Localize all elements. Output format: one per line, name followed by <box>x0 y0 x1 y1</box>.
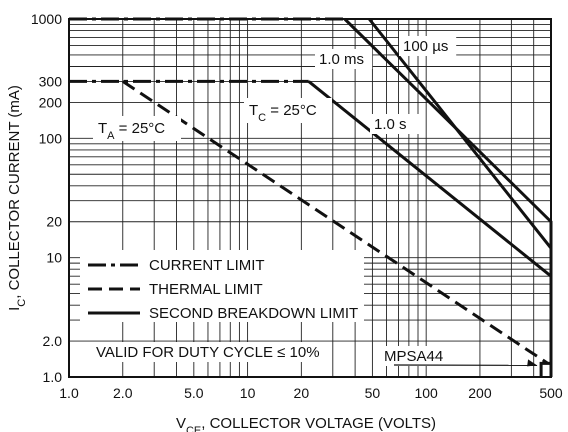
y-tick-label: 100 <box>39 130 63 146</box>
legend: CURRENT LIMIT THERMAL LIMIT SECOND BREAKDO… <box>80 250 364 322</box>
series-thermal-limit <box>121 80 549 365</box>
tick-labels: 1.0 2.0 5.0 10 20 50 100 200 500 1.0 2.0 10 20 100 200… <box>31 11 563 401</box>
series-second-breakdown <box>307 80 552 278</box>
label-mpsa44: MPSA44 <box>384 348 443 365</box>
legend-label-second-breakdown: SECOND BREAKDOWN LIMIT <box>149 305 358 322</box>
series-second-breakdown <box>368 18 553 377</box>
label-100us-bg <box>399 36 457 56</box>
x-tick-label: 100 <box>414 385 438 401</box>
label-duty: VALID FOR DUTY CYCLE ≤ 10% <box>96 344 320 361</box>
y-tick-label: 1.0 <box>43 369 63 385</box>
label-tc: TC = 25°C <box>249 102 317 124</box>
y-tick-label: 200 <box>39 94 63 110</box>
x-tick-label: 1.0 <box>59 385 79 401</box>
y-tick-label: 2.0 <box>43 333 63 349</box>
y-tick-label: 10 <box>46 250 62 266</box>
label-1s: 1.0 s <box>374 116 407 133</box>
legend-label-current-limit: CURRENT LIMIT <box>149 257 265 274</box>
y-tick-label: 300 <box>39 73 63 89</box>
x-tick-label: 10 <box>240 385 256 401</box>
y-tick-label: 1000 <box>31 11 62 27</box>
label-100us: 100 µs <box>403 38 448 55</box>
label-duty-bg <box>92 342 314 362</box>
label-ta-bg <box>93 116 181 141</box>
label-ta: TA = 25°C <box>98 120 165 142</box>
x-tick-label: 2.0 <box>113 385 133 401</box>
grid <box>69 19 551 377</box>
y-axis-title: IC, COLLECTOR CURRENT (mA) <box>6 85 28 311</box>
series-second-breakdown <box>539 361 551 377</box>
series-second-breakdown <box>343 17 553 249</box>
x-tick-label: 500 <box>539 385 563 401</box>
label-tc-bg <box>244 98 332 123</box>
label-1ms: 1.0 ms <box>319 51 364 68</box>
label-1ms-bg <box>315 49 373 69</box>
mpsa44-arrow-head <box>527 359 538 367</box>
x-tick-label: 5.0 <box>184 385 204 401</box>
x-tick-label: 20 <box>294 385 310 401</box>
x-tick-label: 200 <box>468 385 492 401</box>
annotations: 100 µs 1.0 ms 1.0 s TC = 25°C TA = 25°C VALID… <box>92 36 538 367</box>
x-axis-title: VCE, COLLECTOR VOLTAGE (VOLTS) <box>176 415 436 432</box>
plot-frame <box>68 18 552 378</box>
legend-bg <box>80 250 364 322</box>
x-tick-label: 50 <box>365 385 381 401</box>
label-1s-bg <box>370 114 419 134</box>
legend-label-thermal-limit: THERMAL LIMIT <box>149 281 263 298</box>
y-tick-label: 20 <box>46 214 62 230</box>
label-mpsa44-bg <box>380 346 438 366</box>
series <box>69 17 553 377</box>
